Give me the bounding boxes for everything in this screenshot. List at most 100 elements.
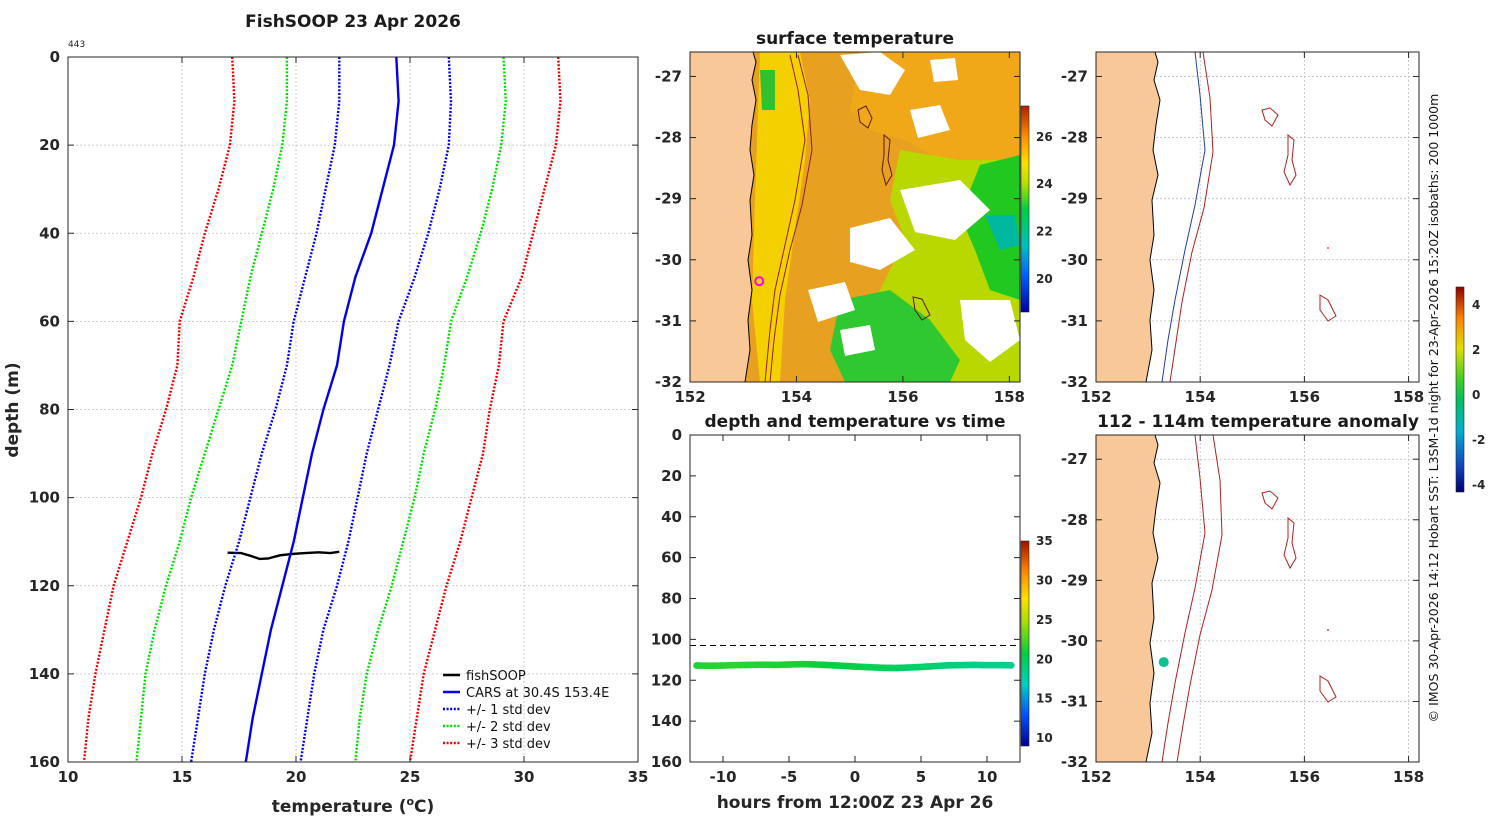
p5-xtick-label: 156 bbox=[1289, 768, 1320, 786]
p2-ytick-label: -32 bbox=[655, 373, 682, 391]
anomaly-ticks bbox=[1095, 435, 1419, 763]
p5-ytick-label: -31 bbox=[1061, 692, 1088, 710]
side-note: © IMOS 30-Apr-2026 14:12 Hobart SST: L3S… bbox=[1426, 94, 1441, 723]
sst-frame bbox=[689, 51, 1021, 383]
sst-seamount-2 bbox=[881, 133, 893, 187]
bathy-land bbox=[1095, 51, 1161, 383]
sst-isobath-1000 bbox=[769, 54, 813, 383]
anomaly-seamount-2 bbox=[1283, 516, 1297, 570]
bathy-seamount-3 bbox=[1319, 294, 1337, 322]
anom-cbar-tick: -4 bbox=[1472, 478, 1485, 492]
depth-time-x-label: hours from 12:00Z 23 Apr 26 bbox=[717, 793, 994, 813]
profile-series bbox=[82, 57, 562, 762]
p4-ytick-label: -28 bbox=[1061, 129, 1088, 147]
profile-x-tick-labels: 10 15 20 25 30 35 bbox=[58, 768, 649, 786]
sst-x-tick-labels: 152 154 156 158 bbox=[674, 388, 1025, 406]
p5-ytick-label: -32 bbox=[1061, 753, 1088, 771]
sst-title: surface temperature bbox=[756, 29, 954, 49]
legend-item: +/- 1 std dev bbox=[443, 703, 551, 718]
dt-cbar-tick: 15 bbox=[1036, 692, 1053, 706]
xlabel-degree: o bbox=[406, 795, 414, 808]
profile-y-tick-labels: 0 20 40 60 80 100 120 140 160 bbox=[29, 48, 60, 771]
p2-xtick-label: 152 bbox=[674, 388, 705, 406]
legend-item: +/- 2 std dev bbox=[443, 720, 551, 735]
anomaly-y-tick-labels: -27 -28 -29 -30 -31 -32 bbox=[1061, 450, 1088, 771]
depth-time-frame bbox=[689, 434, 1021, 763]
series-line bbox=[408, 57, 562, 762]
series-line bbox=[82, 57, 236, 762]
profile-annotation: 443 bbox=[68, 40, 85, 50]
anomaly-map-panel: 152 154 156 158 -27 -28 -29 -30 -31 -32 … bbox=[1061, 286, 1485, 786]
sst-cbar-tick: 22 bbox=[1036, 224, 1053, 238]
depth-time-x-tick-labels: -10 -5 0 5 10 bbox=[709, 768, 997, 786]
sst-cloud-gaps bbox=[808, 52, 1020, 362]
legend-item: CARS at 30.4S 153.4E bbox=[443, 686, 609, 701]
p1-ytick-label: 80 bbox=[39, 401, 60, 419]
sst-seamount-3 bbox=[912, 296, 931, 321]
bathy-seamount-2 bbox=[1283, 133, 1297, 187]
p5-xtick-label: 152 bbox=[1080, 768, 1111, 786]
profile-ticks bbox=[67, 56, 639, 763]
profile-x-label: temperature (oC) bbox=[272, 795, 435, 817]
sst-colorbar-labels: 20 22 24 26 bbox=[1036, 130, 1053, 286]
p4-ytick-label: -30 bbox=[1061, 251, 1088, 269]
anom-cbar-tick: -2 bbox=[1472, 433, 1485, 447]
depth-time-ticks bbox=[690, 434, 1020, 763]
p3-ytick-label: 140 bbox=[651, 712, 682, 730]
p2-ytick-label: -28 bbox=[655, 129, 682, 147]
p2-xtick-label: 154 bbox=[781, 388, 812, 406]
p1-xtick-label: 15 bbox=[172, 768, 193, 786]
p5-ytick-label: -28 bbox=[1061, 511, 1088, 529]
profile-y-label: depth (m) bbox=[3, 362, 23, 457]
depth-time-y-tick-labels: 0 20 40 60 80 100 120 140 160 bbox=[651, 426, 682, 771]
p3-xtick-label: -5 bbox=[781, 768, 798, 786]
p3-ytick-label: 40 bbox=[661, 508, 682, 526]
p1-xtick-label: 25 bbox=[400, 768, 421, 786]
bathy-x-tick-labels: 152 154 156 158 bbox=[1080, 388, 1424, 406]
p4-ytick-label: -31 bbox=[1061, 312, 1088, 330]
anomaly-seamount-3 bbox=[1319, 675, 1337, 703]
p5-ytick-label: -30 bbox=[1061, 632, 1088, 650]
p4-xtick-label: 154 bbox=[1185, 388, 1216, 406]
series-line bbox=[227, 550, 340, 561]
bathy-seamount-dot bbox=[1327, 247, 1329, 249]
series-line bbox=[354, 57, 507, 762]
p1-ytick-label: 40 bbox=[39, 224, 60, 242]
sst-cyan-patch bbox=[985, 215, 1020, 250]
profile-panel: FishSOOP 23 Apr 2026 443 10 15 20 25 30 … bbox=[3, 12, 648, 817]
depth-time-panel: depth and temperature vs time -10 -5 0 5… bbox=[651, 412, 1053, 813]
anom-cbar-tick: 0 bbox=[1472, 388, 1480, 402]
depth-time-title: depth and temperature vs time bbox=[705, 412, 1006, 432]
anomaly-title: 112 - 114m temperature anomaly bbox=[1097, 412, 1419, 432]
data-point bbox=[1007, 661, 1015, 669]
legend-label: +/- 3 std dev bbox=[466, 737, 551, 752]
p3-xtick-label: 0 bbox=[850, 768, 860, 786]
anomaly-isobath-200 bbox=[1161, 434, 1206, 763]
p2-ytick-label: -29 bbox=[655, 190, 682, 208]
sst-cbar-tick: 26 bbox=[1036, 130, 1053, 144]
p2-xtick-label: 156 bbox=[887, 388, 918, 406]
p1-ytick-label: 20 bbox=[39, 136, 60, 154]
p1-ytick-label: 60 bbox=[39, 312, 60, 330]
sst-green-east bbox=[960, 155, 1020, 300]
sst-coastal-yellow bbox=[752, 52, 810, 382]
profile-title: FishSOOP 23 Apr 2026 bbox=[245, 12, 461, 32]
legend-label: fishSOOP bbox=[466, 669, 526, 684]
p3-ytick-label: 160 bbox=[651, 753, 682, 771]
anomaly-land bbox=[1095, 434, 1161, 763]
sst-cbar-tick: 20 bbox=[1036, 272, 1053, 286]
xlabel-main: temperature ( bbox=[272, 797, 407, 817]
dt-cbar-tick: 30 bbox=[1036, 573, 1053, 587]
anomaly-colorbar-labels: -4 -2 0 2 4 bbox=[1472, 298, 1485, 492]
p3-xtick-label: 10 bbox=[977, 768, 998, 786]
sst-ticks bbox=[689, 52, 1020, 383]
sst-land bbox=[689, 51, 757, 383]
p2-xtick-label: 158 bbox=[994, 388, 1025, 406]
sst-green-south bbox=[830, 290, 960, 382]
sst-cbar-tick: 24 bbox=[1036, 177, 1053, 191]
dt-cbar-tick: 20 bbox=[1036, 652, 1053, 666]
bathy-ticks bbox=[1095, 52, 1419, 383]
anomaly-point bbox=[1158, 657, 1169, 668]
sst-colorbar bbox=[1020, 105, 1030, 313]
